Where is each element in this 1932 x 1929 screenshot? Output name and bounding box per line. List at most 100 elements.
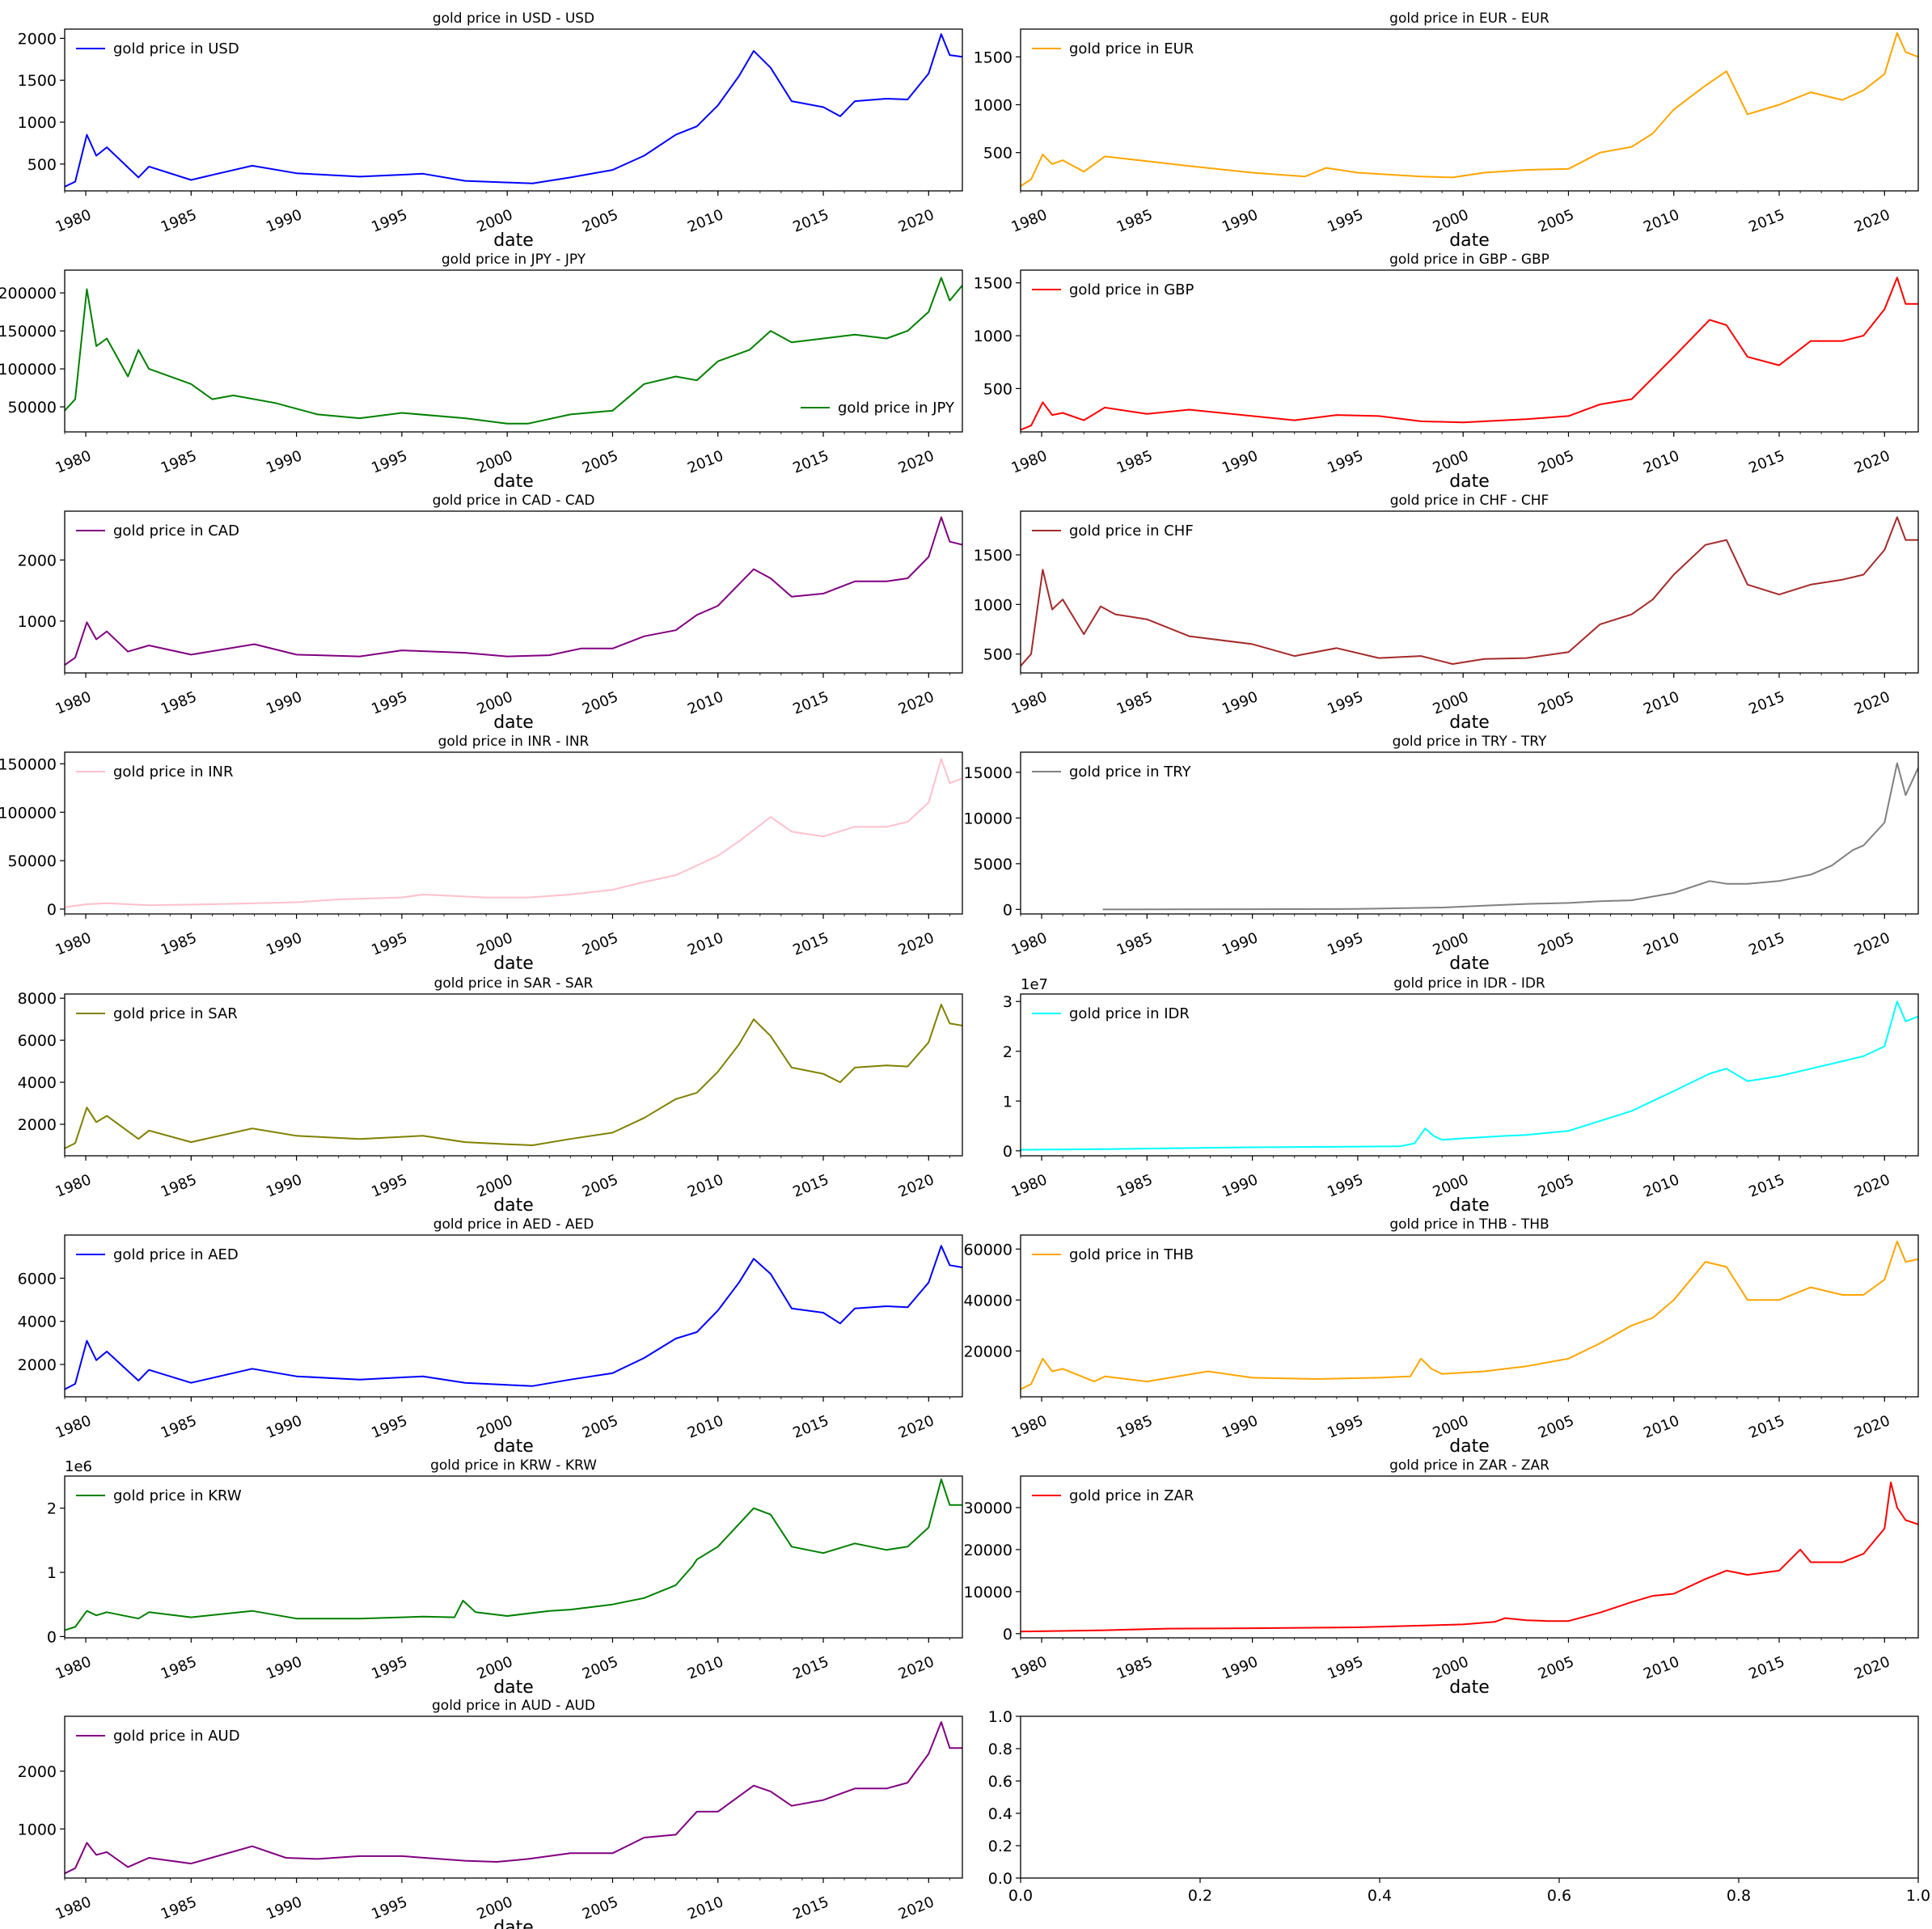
subplot-7: gold price in INR - INR 0 50000 100000 15000… xyxy=(0,734,963,974)
x-tick-label: 1980 xyxy=(53,447,94,477)
subplot-16: 0.0 0.2 0.4 0.6 0.8 1.0 0.0 0.2 0.4 0.6 0.8 1.0 xyxy=(988,1708,1930,1905)
y-tick-label: 4000 xyxy=(18,1313,57,1331)
x-tick-label: 0.4 xyxy=(1368,1887,1392,1905)
x-tick-label: 1995 xyxy=(369,929,409,959)
legend-label: gold price in KRW xyxy=(113,1487,242,1504)
x-tick-label: 1985 xyxy=(159,1653,199,1683)
x-tick-label: 1990 xyxy=(1220,447,1260,477)
y-tick-label: 40000 xyxy=(964,1292,1013,1309)
subplot-3: gold price in JPY - JPY 50000 100000 150000… xyxy=(0,252,963,492)
x-tick-label: 1990 xyxy=(264,929,304,959)
y-tick-label: 15000 xyxy=(964,764,1013,782)
x-tick-label: 1990 xyxy=(264,688,304,718)
x-tick-label: 2010 xyxy=(1641,929,1681,959)
x-tick-label: 1995 xyxy=(369,206,409,236)
legend-label: gold price in THB xyxy=(1069,1246,1194,1263)
legend-label: gold price in ZAR xyxy=(1069,1487,1194,1504)
y-tick-label: 1000 xyxy=(18,613,57,631)
series-line xyxy=(1021,1481,1918,1633)
subplot-title: gold price in SAR - SAR xyxy=(434,975,594,992)
x-tick-label: 2015 xyxy=(1747,1412,1787,1442)
x-tick-label: 1990 xyxy=(1220,206,1260,236)
subplot-11: gold price in AED - AED 2000 4000 6000 1980 1… xyxy=(18,1216,963,1457)
x-tick-label: 1990 xyxy=(264,1893,304,1923)
y-tick-label: 1500 xyxy=(18,72,57,90)
subplot-title: gold price in INR - INR xyxy=(438,734,590,750)
series-line xyxy=(65,33,962,188)
y-tick-label: 1500 xyxy=(974,49,1013,66)
axes-frame xyxy=(64,28,963,192)
y-tick-label: 20000 xyxy=(964,1542,1013,1559)
x-tick-label: 1980 xyxy=(53,206,94,236)
x-tick-label: 2020 xyxy=(1852,1412,1892,1442)
x-tick-label: 1985 xyxy=(1114,1171,1155,1201)
x-tick-label: 2015 xyxy=(791,447,831,477)
x-tick-label: 2020 xyxy=(896,1412,936,1442)
x-tick-label: 1980 xyxy=(1009,206,1050,236)
x-tick-label: 2005 xyxy=(1536,688,1576,718)
x-tick-label: 2020 xyxy=(1852,1171,1892,1201)
y-tick-label: 0.4 xyxy=(988,1805,1013,1823)
series-line xyxy=(1021,516,1918,667)
x-tick-label: 1980 xyxy=(53,929,94,959)
subplot-13: gold price in KRW - KRW 0 1 2 1e6 1980 1985 199… xyxy=(47,1457,963,1698)
y-tick-label: 1000 xyxy=(18,1821,57,1838)
x-tick-label: 1990 xyxy=(264,1171,304,1201)
legend-label: gold price in GBP xyxy=(1069,281,1194,298)
subplot-title: gold price in AUD - AUD xyxy=(432,1698,595,1714)
x-tick-label: 2005 xyxy=(1536,1171,1576,1201)
x-tick-label: 0.0 xyxy=(1008,1887,1033,1905)
subplot-title: gold price in AED - AED xyxy=(433,1216,594,1233)
series-line xyxy=(65,1004,962,1149)
x-tick-label: 2015 xyxy=(791,1412,831,1442)
x-tick-label: 2020 xyxy=(1852,1653,1892,1683)
x-tick-label: 1980 xyxy=(53,1171,94,1201)
y-tick-label: 50000 xyxy=(8,399,57,417)
y-tick-label: 60000 xyxy=(964,1241,1013,1259)
x-tick-label: 2020 xyxy=(1852,447,1892,477)
x-tick-label: 2015 xyxy=(1747,688,1787,718)
x-tick-label: 0.8 xyxy=(1727,1887,1751,1905)
x-tick-label: 2020 xyxy=(1852,206,1892,236)
x-tick-label: 2015 xyxy=(1747,1653,1787,1683)
series-line xyxy=(1021,1240,1918,1390)
subplot-2: gold price in EUR - EUR 500 1000 1500 1980 19… xyxy=(974,11,1919,251)
y-tick-label: 5000 xyxy=(974,856,1013,874)
y-tick-label: 500 xyxy=(983,145,1013,163)
x-tick-label: 1995 xyxy=(369,1653,409,1683)
x-tick-label: 1990 xyxy=(1220,1653,1260,1683)
x-tick-label: 2020 xyxy=(896,447,936,477)
y-tick-label: 2000 xyxy=(18,552,57,569)
subplot-4: gold price in GBP - GBP 500 1000 1500 1980 19… xyxy=(974,252,1919,492)
y-tick-label: 1 xyxy=(1003,1093,1013,1110)
x-tick-label: 2015 xyxy=(791,206,831,236)
legend-label: gold price in INR xyxy=(113,764,234,780)
x-tick-label: 2010 xyxy=(685,206,725,236)
x-tick-label: 1990 xyxy=(264,1653,304,1683)
x-tick-label: 2005 xyxy=(580,1171,620,1201)
y-tick-label: 50000 xyxy=(8,852,57,870)
x-tick-label: 2015 xyxy=(1747,1171,1787,1201)
series-line xyxy=(65,516,962,666)
y-offset-text: 1e6 xyxy=(65,1458,92,1475)
x-tick-label: 2005 xyxy=(1536,929,1576,959)
x-tick-label: 2005 xyxy=(1536,447,1576,477)
y-tick-label: 1000 xyxy=(974,328,1013,345)
x-tick-label: 2010 xyxy=(685,929,725,959)
subplot-title: gold price in CAD - CAD xyxy=(433,493,595,509)
x-tick-label: 1985 xyxy=(159,1412,199,1442)
y-tick-label: 100000 xyxy=(0,804,57,822)
legend-label: gold price in AED xyxy=(113,1246,239,1263)
x-tick-label: 1995 xyxy=(1325,1653,1365,1683)
x-axis-label: date xyxy=(493,1918,534,1929)
subplot-title: gold price in TRY - TRY xyxy=(1393,734,1547,750)
y-tick-label: 500 xyxy=(27,156,57,174)
x-tick-label: 1995 xyxy=(369,688,409,718)
y-tick-label: 0 xyxy=(1003,1626,1013,1643)
legend-label: gold price in CHF xyxy=(1069,522,1194,539)
x-tick-label: 2005 xyxy=(580,206,620,236)
series-line xyxy=(65,277,962,425)
x-axis-label: date xyxy=(1449,231,1490,251)
x-axis-label: date xyxy=(1449,954,1490,974)
x-tick-label: 2015 xyxy=(791,1653,831,1683)
